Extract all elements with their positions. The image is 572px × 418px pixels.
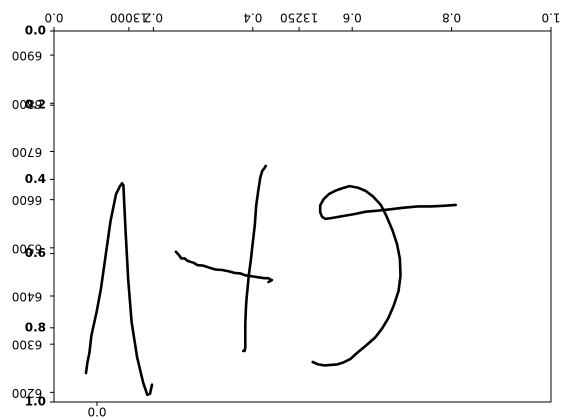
y-fraction-tick-label-4: 0.8	[25, 320, 46, 334]
series-line-0	[84, 182, 154, 397]
y-fraction-tick-label-0: 0.0	[25, 24, 46, 38]
y-fraction-tick-label-2: 0.4	[25, 172, 46, 186]
y-tick-label-0: 6200	[12, 386, 43, 400]
x-top-fraction-tick-label-4: 0.8	[442, 11, 461, 25]
series-line-3	[311, 184, 457, 367]
y-tick-label-4: 6600	[12, 193, 43, 207]
y-fraction-tick-label-1: 0.2	[25, 98, 46, 112]
x-top-tick-label-1: 13250	[280, 11, 318, 25]
plot-frame	[53, 30, 552, 403]
y-fraction-tick-label-3: 0.6	[25, 246, 46, 260]
y-tick-label-6: 6800	[12, 97, 43, 111]
y-fraction-tick-label-5: 1.0	[25, 395, 46, 409]
y-tick-label-5: 6700	[12, 145, 43, 159]
series-layer	[84, 164, 457, 397]
tick-labels-layer: 6200 6300 6400 6500 6600 6700 6800 6900 0.0 0.2 0.…	[12, 11, 561, 418]
x-top-fraction-tick-label-1: 0.2	[144, 11, 163, 25]
y-tick-label-7: 6900	[12, 49, 43, 63]
y-tick-label-3: 6500	[12, 241, 43, 255]
x-top-fraction-tick-label-3: 0.6	[343, 11, 362, 25]
y-tick-label-1: 6300	[12, 338, 43, 352]
series-line-2	[174, 250, 274, 284]
y-tick-label-2: 6400	[12, 290, 43, 304]
series-line-1	[242, 164, 267, 353]
x-top-tick-label-0: 13000	[110, 11, 148, 25]
x-top-fraction-tick-label-2: 0.4	[243, 11, 262, 25]
x-top-fraction-tick-label-0: 0.0	[44, 11, 63, 25]
ticks-layer	[50, 27, 552, 406]
x-bottom-tick-label-0: 0.0	[87, 406, 106, 418]
x-top-fraction-tick-label-5: 1.0	[541, 11, 560, 25]
